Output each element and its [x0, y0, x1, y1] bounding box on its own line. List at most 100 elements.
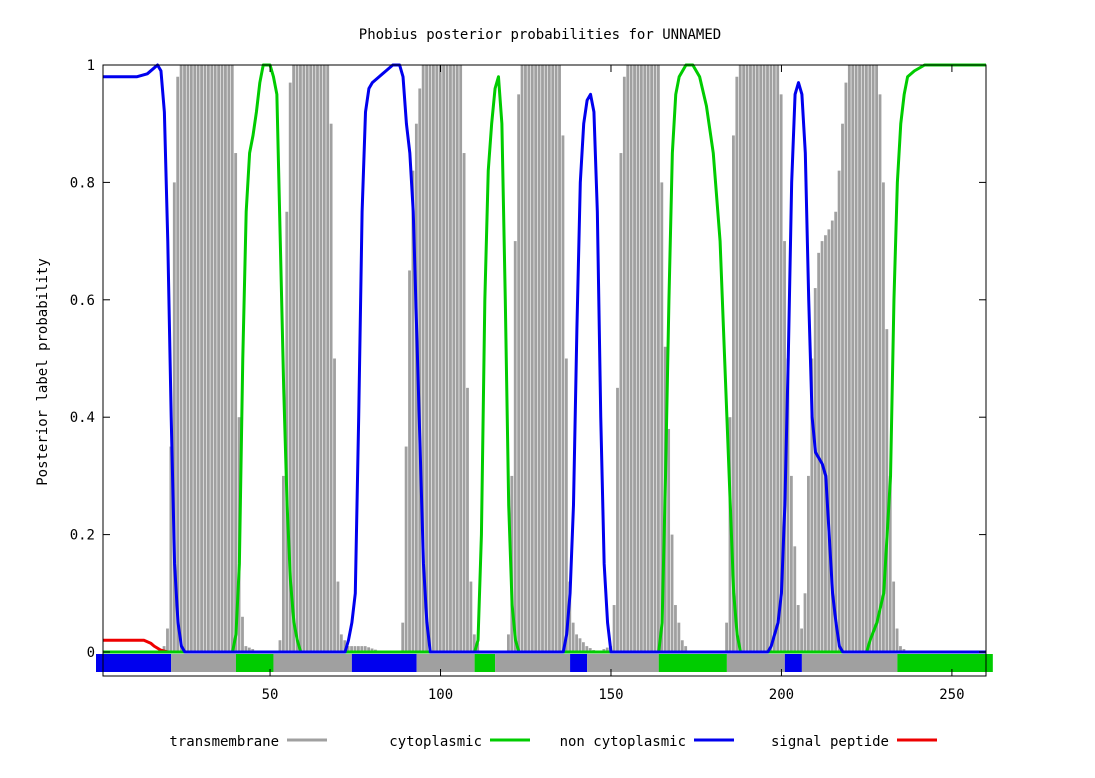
- tm-bar: [803, 593, 807, 652]
- tm-bar: [329, 123, 333, 652]
- tm-bar: [534, 65, 538, 652]
- tm-bar: [404, 446, 408, 652]
- tm-bar: [885, 329, 889, 652]
- tm-bar: [309, 65, 313, 652]
- topology-segment-transmembrane: [587, 654, 659, 672]
- tm-bar: [725, 622, 729, 652]
- tm-bar: [285, 211, 289, 652]
- x-tick-label: 150: [598, 687, 623, 703]
- tm-bar: [435, 65, 439, 652]
- tm-bar: [858, 65, 861, 652]
- legend-label: cytoplasmic: [389, 734, 482, 750]
- tm-bar: [312, 65, 316, 652]
- tm-bar: [227, 65, 231, 652]
- tm-bar: [305, 65, 309, 652]
- tm-bar: [537, 65, 541, 652]
- tm-bar: [578, 638, 582, 652]
- tm-bar: [667, 428, 671, 652]
- tm-bar: [810, 358, 814, 652]
- tm-bar: [466, 387, 469, 652]
- y-tick-label: 0.8: [70, 175, 95, 191]
- tm-bar: [735, 76, 739, 653]
- topology-segment-cytoplasmic: [235, 654, 274, 672]
- tm-bar: [408, 270, 411, 652]
- tm-bar: [418, 88, 422, 653]
- tm-bar: [568, 581, 572, 652]
- legend-label: non cytoplasmic: [560, 734, 686, 750]
- legend: transmembrane cytoplasmic non cytoplasmic s…: [169, 734, 937, 750]
- tm-bar: [244, 646, 248, 652]
- tm-bar: [745, 65, 749, 652]
- tm-bar: [749, 65, 752, 652]
- tm-bar: [830, 220, 834, 652]
- tm-bar: [455, 65, 459, 652]
- tm-bar: [779, 94, 783, 653]
- topology-segment-transmembrane: [416, 654, 475, 672]
- tm-bar: [817, 252, 821, 652]
- tm-bar: [411, 170, 415, 652]
- tm-bar: [571, 622, 575, 652]
- tm-bar: [414, 123, 418, 652]
- tm-bar: [336, 581, 340, 652]
- tm-bar: [425, 65, 428, 652]
- tm-bar: [179, 65, 183, 652]
- tm-bar: [241, 616, 244, 652]
- tm-bar: [738, 65, 742, 652]
- topology-segment-cytoplasmic: [474, 654, 496, 672]
- tm-bar: [871, 65, 875, 652]
- tm-bar: [186, 65, 190, 652]
- tm-bar: [346, 646, 350, 652]
- tm-bar: [633, 65, 636, 652]
- chart-title: Phobius posterior probabilities for UNNA…: [359, 27, 721, 43]
- tm-bar: [793, 546, 797, 652]
- tm-bar: [762, 65, 766, 652]
- topology-segment-transmembrane: [801, 654, 898, 672]
- tm-bar: [530, 65, 534, 652]
- tm-bar: [431, 65, 435, 652]
- topology-segment-transmembrane: [495, 654, 571, 672]
- x-tick-label: 50: [262, 687, 279, 703]
- tm-bar: [452, 65, 456, 652]
- tm-bar: [506, 634, 510, 652]
- topology-segment-non-cytoplasmic: [570, 654, 588, 672]
- tm-bar: [541, 65, 544, 652]
- tm-bar: [302, 65, 306, 652]
- topology-segment-non-cytoplasmic: [96, 654, 172, 672]
- tm-bar: [622, 76, 626, 653]
- tm-bar: [183, 65, 186, 652]
- tm-bar: [476, 643, 480, 652]
- tm-bar: [353, 646, 357, 652]
- tm-bar: [732, 135, 735, 652]
- tm-bar: [326, 65, 330, 652]
- tm-bar: [356, 646, 360, 652]
- transmembrane-bars: [162, 65, 906, 653]
- tm-bar: [281, 475, 285, 652]
- tm-bar: [169, 446, 173, 652]
- tm-bar: [575, 634, 578, 652]
- tm-bar: [895, 628, 899, 652]
- tm-bar: [350, 646, 353, 652]
- legend-label: transmembrane: [169, 734, 279, 750]
- tm-bar: [527, 65, 531, 652]
- tm-bar: [459, 65, 463, 652]
- tm-bar: [230, 65, 234, 652]
- tm-bar: [588, 648, 592, 652]
- y-tick-label: 1: [87, 58, 95, 74]
- tm-bar: [319, 65, 323, 652]
- tm-bar: [582, 642, 585, 652]
- tm-bar: [864, 65, 868, 652]
- series-line-non-cytoplasmic: [103, 63, 986, 654]
- tm-bar: [547, 65, 551, 652]
- tm-bar: [752, 65, 756, 652]
- tm-bar: [677, 622, 681, 652]
- topology-segment-transmembrane: [726, 654, 785, 672]
- tm-bar: [564, 358, 568, 652]
- tm-bar: [316, 65, 319, 652]
- tm-bar: [172, 182, 176, 652]
- topology-bar: [96, 654, 993, 672]
- tm-bar: [517, 94, 521, 653]
- tm-bar: [220, 65, 224, 652]
- tm-bar: [769, 65, 773, 652]
- tm-bar: [616, 387, 619, 652]
